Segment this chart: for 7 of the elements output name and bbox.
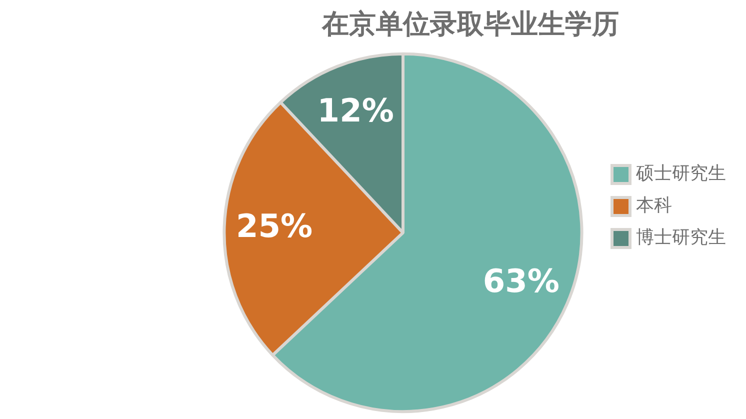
legend-label: 本科	[636, 195, 672, 216]
data-label: 63%	[482, 262, 560, 300]
legend-label: 硕士研究生	[635, 163, 726, 184]
data-label: 12%	[317, 91, 394, 130]
legend-label: 博士研究生	[636, 227, 726, 248]
chart-title: 在京单位录取毕业生学历	[321, 9, 619, 40]
data-label: 25%	[236, 206, 313, 245]
